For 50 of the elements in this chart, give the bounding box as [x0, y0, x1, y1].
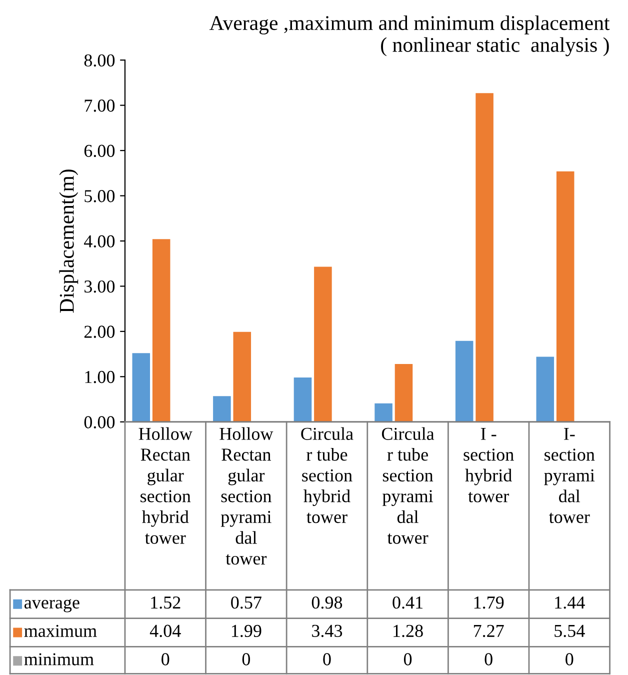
- legend-label: minimum: [24, 653, 94, 666]
- data-label: 1.79: [474, 596, 504, 609]
- data-label: 0: [162, 653, 170, 666]
- y-tick-label: 1.00: [85, 370, 115, 384]
- data-label: 1.44: [555, 596, 585, 609]
- y-tick-label: 7.00: [84, 100, 115, 112]
- data-label: 0: [566, 653, 574, 666]
- y-tick-label: 8.00: [84, 54, 115, 67]
- data-label: 0: [404, 653, 412, 666]
- y-tick-label: 3.00: [84, 280, 115, 293]
- data-label: 7.27: [474, 624, 504, 638]
- y-tick-label: 5.00: [84, 190, 115, 202]
- bar: [394, 364, 413, 422]
- data-label: 1.99: [232, 624, 262, 638]
- data-label: 0.41: [392, 596, 422, 609]
- x-tick-label: Hollow Rectan gular section pyrami dal tower: [220, 427, 274, 565]
- bar: [213, 396, 231, 422]
- x-tick-label: I - section hybrid tower: [464, 428, 514, 502]
- bar: [294, 378, 312, 422]
- data-label: 3.43: [312, 624, 342, 638]
- y-axis-title: Displacement(m): [59, 170, 78, 313]
- y-tick-label: 6.00: [84, 144, 115, 158]
- bar: [476, 93, 494, 422]
- data-label: 1.28: [394, 624, 423, 638]
- bar: [132, 353, 150, 422]
- chart-title: Average ,maximum and minimum displacement ( nonlinear static analysis ): [209, 15, 610, 56]
- bar: [152, 239, 170, 422]
- data-label: 0.57: [231, 596, 262, 609]
- data-label: 1.52: [151, 596, 180, 609]
- x-tick-label: Hollow Rectan gular section hybrid tower: [138, 427, 192, 544]
- bar: [374, 403, 392, 422]
- bar: [556, 171, 574, 422]
- y-tick-label: 2.00: [84, 326, 115, 338]
- bar: [536, 356, 554, 422]
- bar: [455, 340, 474, 422]
- data-label: 0.98: [312, 596, 342, 609]
- legend-label: average: [24, 599, 80, 612]
- bar: [233, 332, 252, 422]
- data-label: 4.04: [150, 624, 181, 638]
- x-tick-label: Circula r tube section pyrami dal tower: [382, 427, 434, 544]
- data-label: 5.54: [554, 624, 585, 638]
- data-label: 0: [242, 653, 250, 666]
- data-label: 0: [323, 653, 331, 666]
- x-tick-label: I- section pyrami dal tower: [544, 428, 595, 524]
- bar: [314, 266, 332, 422]
- legend-label: maximum: [24, 624, 97, 637]
- data-label: 0: [484, 653, 492, 666]
- x-tick-label: Circula r tube section hybrid tower: [301, 427, 354, 524]
- y-tick-label: 4.00: [84, 235, 115, 248]
- y-tick-label: 0.00: [84, 416, 115, 428]
